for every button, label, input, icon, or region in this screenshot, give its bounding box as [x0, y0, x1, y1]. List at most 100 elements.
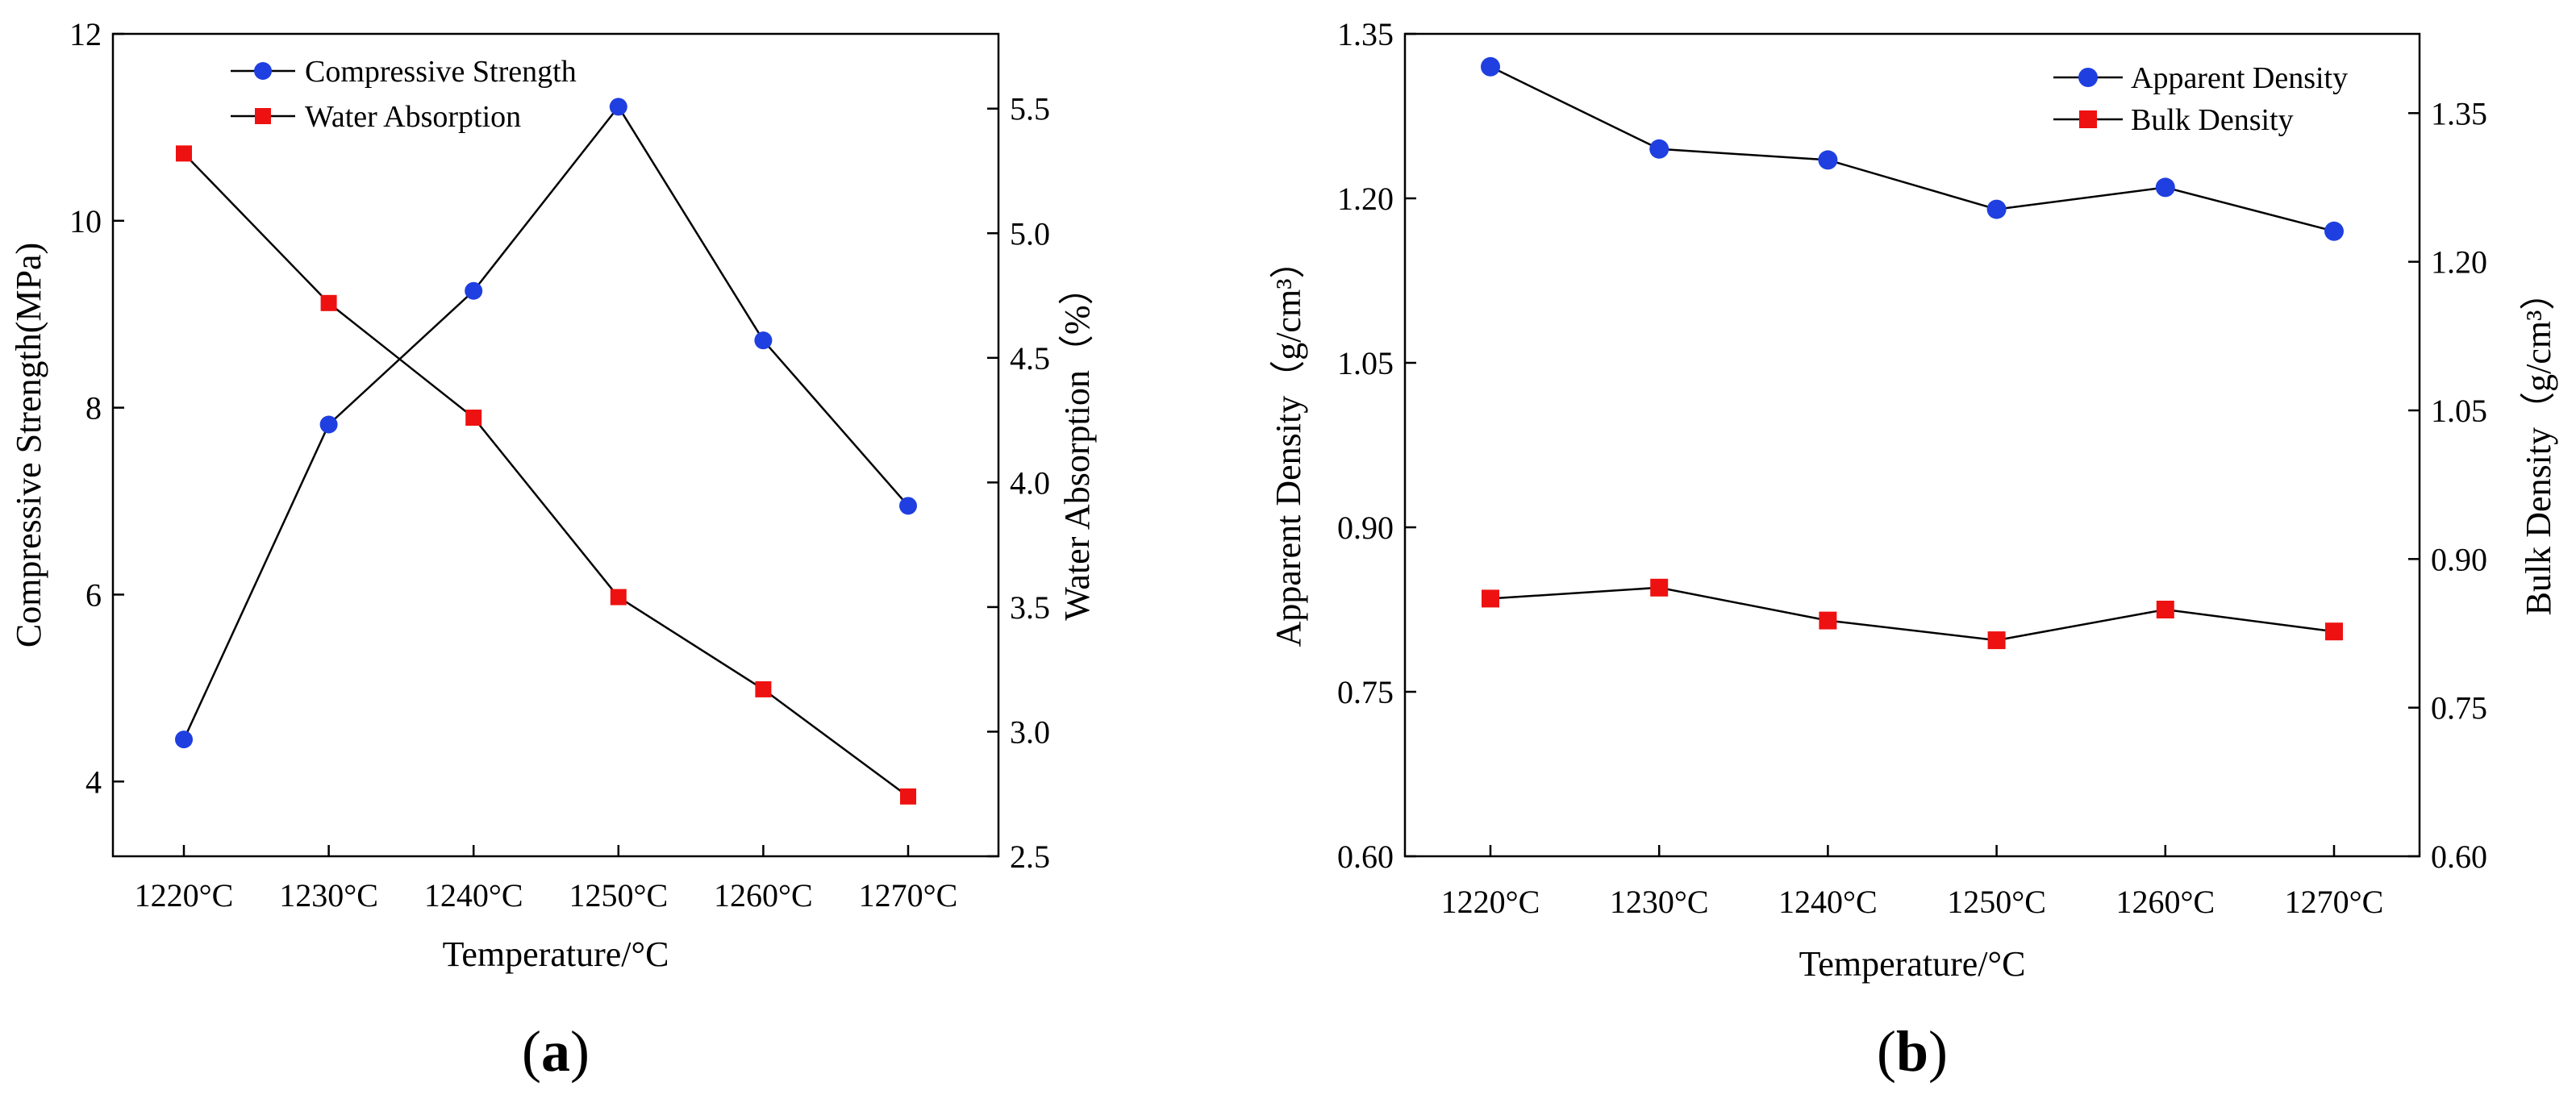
chart-a-y-left-tick-label: 6 — [85, 576, 102, 613]
chart-a-y-left-tick-label: 8 — [85, 390, 102, 427]
chart-b-point-bulk-density — [2156, 601, 2174, 618]
chart-a-legend-marker-compressive — [254, 62, 272, 80]
chart-b-x-tick-label: 1250°C — [1947, 884, 2046, 920]
chart-a-point-water-absorption — [176, 145, 192, 162]
chart-b-legend-marker-bulk — [2079, 110, 2097, 128]
chart-b-y-left-axis-title: Apparent Density（g/cm³） — [1269, 243, 1308, 647]
chart-b-y-right-tick-label: 0.60 — [2431, 839, 2487, 875]
chart-b-y-left-tick-labels: 0.60 0.75 0.90 1.05 1.20 1.35 — [1337, 16, 1394, 875]
chart-b-panel-label-close: ) — [1928, 1019, 1948, 1084]
chart-b-point-bulk-density — [1987, 631, 2006, 650]
chart-b-x-tick-labels: 1220°C 1230°C 1240°C 1250°C 1260°C 1270°C — [1441, 884, 2384, 920]
chart-b-series-line-apparent-density — [1490, 65, 2335, 233]
chart-b-plot-frame — [1403, 32, 2421, 858]
chart-b-x-tick-label: 1270°C — [2285, 884, 2384, 920]
chart-b-y-right-tick-label: 0.90 — [2431, 541, 2487, 577]
chart-a-y-left-tick-label: 12 — [69, 16, 102, 52]
chart-a-y-right-tick-label: 4.5 — [1010, 340, 1050, 377]
chart-a-legend-label-water: Water Absorption — [305, 100, 521, 134]
chart-b-legend-marker-apparent — [2078, 68, 2098, 87]
chart-a-y-right-tick-label: 4.0 — [1010, 464, 1050, 501]
chart-a-y-right-tick-label: 5.5 — [1010, 91, 1050, 127]
chart-a-y-right-tick-label: 3.5 — [1010, 589, 1050, 626]
chart-a-point-compressive-strength — [175, 730, 193, 749]
chart-b-point-apparent-density — [2155, 177, 2175, 198]
chart-b-panel-label: (b) — [1877, 1019, 1948, 1084]
chart-a-legend-marker-water — [255, 108, 271, 124]
chart-b-y-right-axis-title: Bulk Density（g/cm³） — [2519, 275, 2558, 616]
chart-b-y-left-tick-label: 1.35 — [1337, 16, 1394, 52]
chart-a-point-water-absorption — [610, 589, 627, 606]
chart-a-ticks — [113, 32, 998, 858]
chart-a-panel-label-open: ( — [522, 1019, 541, 1084]
chart-a-x-tick-label: 1240°C — [424, 877, 523, 914]
chart-b-point-bulk-density — [1650, 578, 1669, 597]
chart-a-y-right-tick-label: 2.5 — [1010, 839, 1050, 875]
chart-b-y-right-tick-label: 1.20 — [2431, 244, 2487, 281]
chart-a-point-compressive-strength — [754, 331, 773, 350]
chart-b-point-bulk-density — [2325, 622, 2343, 641]
chart-b-y-right-tick-label: 0.75 — [2431, 690, 2487, 726]
chart-b-y-right-tick-label: 1.35 — [2431, 95, 2487, 131]
chart-a-y-left-tick-label: 4 — [85, 764, 102, 800]
chart-b-x-tick-label: 1260°C — [2115, 884, 2215, 920]
chart-a-series-line-water-absorption — [183, 152, 909, 797]
chart-b-point-apparent-density — [1818, 150, 1838, 170]
chart-b-legend-label-apparent: Apparent Density — [2131, 61, 2348, 95]
chart-a-x-tick-label: 1270°C — [859, 877, 958, 914]
chart-b-legend: Apparent Density Bulk Density — [2053, 61, 2348, 137]
chart-a-panel-label: (a) — [522, 1019, 590, 1084]
chart-a-legend-label-compressive: Compressive Strength — [305, 55, 577, 89]
chart-b-y-left-tick-label: 1.20 — [1337, 181, 1394, 217]
chart-b-legend-label-bulk: Bulk Density — [2131, 103, 2294, 137]
chart-a-y-left-axis-title: Compressive Strength(MPa) — [9, 243, 48, 647]
chart-a-series-line-compressive-strength — [182, 105, 909, 740]
chart-b-point-apparent-density — [1649, 139, 1669, 159]
chart-a-point-compressive-strength — [319, 415, 338, 434]
chart-a-x-tick-label: 1230°C — [279, 877, 378, 914]
chart-b-series-line-bulk-density — [1490, 586, 2335, 642]
chart-b-y-right-tick-labels: 0.60 0.75 0.90 1.05 1.20 1.35 — [2431, 95, 2487, 875]
chart-a-plot-frame — [111, 32, 1000, 858]
chart-a-series-lines — [182, 105, 909, 797]
chart-a-point-water-absorption — [320, 294, 337, 311]
chart-a-y-left-tick-label: 10 — [69, 203, 102, 239]
chart-b-x-tick-label: 1220°C — [1441, 884, 1540, 920]
chart-b-ticks — [1405, 32, 2420, 858]
chart-a-y-right-axis-title: Water Absorption（%） — [1057, 269, 1097, 620]
chart-b: 0.60 0.75 0.90 1.05 1.20 1.35 0.60 0.75 0.90 1.0… — [1269, 16, 2558, 1084]
chart-b-panel-label-letter: b — [1896, 1019, 1928, 1084]
chart-b-y-left-tick-label: 1.05 — [1337, 345, 1394, 381]
chart-a-y-left-tick-labels: 4 6 8 10 12 — [69, 16, 102, 800]
chart-b-x-tick-label: 1230°C — [1610, 884, 1709, 920]
chart-a-y-right-tick-label: 5.0 — [1010, 215, 1050, 252]
chart-b-series-lines — [1490, 65, 2335, 642]
chart-b-markers — [1481, 56, 2344, 650]
chart-a-markers — [175, 98, 917, 805]
chart-a-x-tick-label: 1260°C — [714, 877, 813, 914]
chart-b-point-bulk-density — [1819, 611, 1837, 630]
chart-b-point-apparent-density — [2324, 221, 2344, 241]
chart-b-y-left-tick-label: 0.90 — [1337, 510, 1394, 546]
chart-b-point-apparent-density — [1986, 199, 2007, 219]
chart-b-point-bulk-density — [1482, 589, 1499, 608]
chart-b-y-left-tick-label: 0.60 — [1337, 839, 1394, 875]
chart-b-y-left-tick-label: 0.75 — [1337, 674, 1394, 710]
chart-b-panel-label-open: ( — [1877, 1019, 1896, 1084]
chart-a-x-tick-label: 1250°C — [569, 877, 668, 914]
chart-a-point-water-absorption — [900, 788, 916, 805]
chart-a-legend: Compressive Strength Water Absorption — [231, 55, 577, 134]
chart-a-x-tick-labels: 1220°C 1230°C 1240°C 1250°C 1260°C 1270°C — [135, 877, 958, 914]
chart-b-y-right-tick-label: 1.05 — [2431, 393, 2487, 429]
chart-a-point-water-absorption — [755, 681, 772, 697]
chart-a-y-right-tick-label: 3.0 — [1010, 714, 1050, 750]
chart-b-point-apparent-density — [1481, 56, 1500, 77]
chart-a-x-tick-label: 1220°C — [135, 877, 234, 914]
chart-a-panel-label-close: ) — [570, 1019, 590, 1084]
chart-a-y-right-tick-labels: 2.5 3.0 3.5 4.0 4.5 5.0 5.5 — [1010, 91, 1050, 875]
chart-a-panel-label-letter: a — [541, 1019, 570, 1084]
chart-a-point-compressive-strength — [899, 497, 917, 515]
chart-a-point-compressive-strength — [465, 281, 483, 300]
chart-a-x-axis-title: Temperature/°C — [443, 934, 669, 974]
